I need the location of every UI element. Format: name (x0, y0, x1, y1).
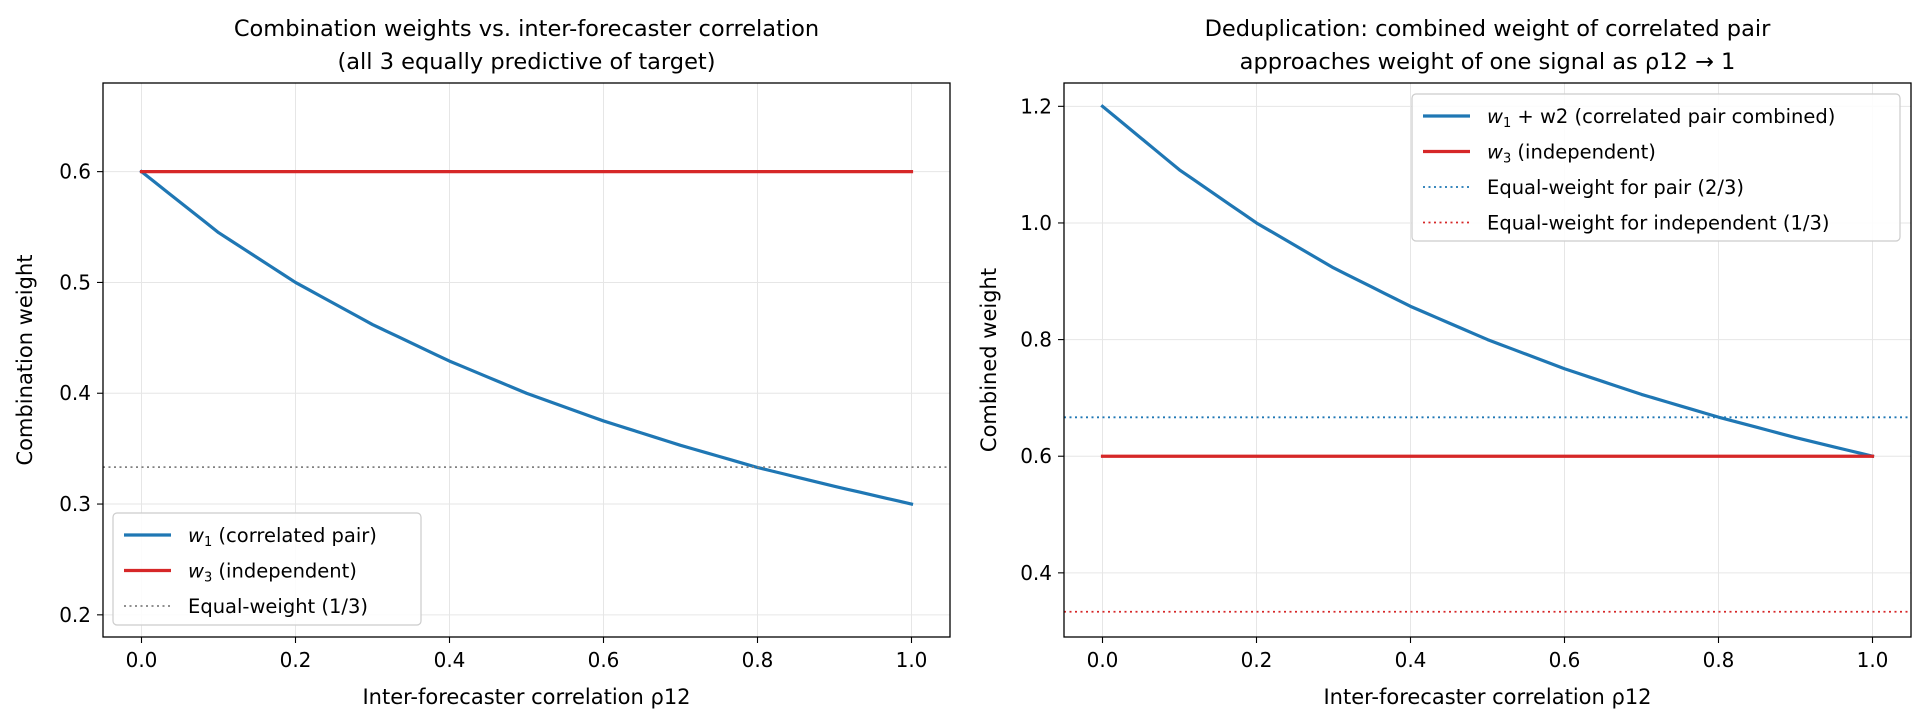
y-tick-label: 1.2 (1020, 94, 1052, 118)
y-tick-label: 1.0 (1020, 211, 1052, 235)
chart-title-line-1: Combination weights vs. inter-forecaster… (234, 16, 819, 42)
x-tick-label: 0.8 (742, 648, 774, 672)
y-tick-label: 0.6 (1020, 444, 1052, 468)
legend-box (1411, 93, 1901, 242)
series-line-1 (1100, 104, 1875, 459)
x-tick-label: 0.0 (1087, 648, 1119, 672)
chart-panel-2: 0.0 0.2 0.4 0.6 0.8 1.0 0.4 0.6 0.8 1.0 1.2 Dedupli… (977, 16, 1912, 709)
y-tick-label: 0.6 (59, 160, 91, 184)
legend: w1 (correlated pair) w3 (independent) Equa… (112, 512, 422, 626)
chart-title-line-2: (all 3 equally predictive of target) (337, 49, 715, 75)
plot-area (103, 169, 950, 506)
legend-label-2: w3 (independent) (1487, 141, 1656, 167)
x-tick-label: 0.0 (126, 648, 158, 672)
x-tick-label: 0.4 (1395, 648, 1427, 672)
plot-area (1064, 104, 1911, 613)
legend-label-3: Equal-weight (1/3) (188, 595, 368, 618)
series-line-1 (139, 169, 914, 506)
legend-label-3: Equal-weight for pair (2/3) (1487, 176, 1744, 199)
x-axis-label: Inter-forecaster correlation ρ12 (1323, 685, 1651, 709)
x-tick-label: 0.8 (1703, 648, 1735, 672)
x-tick-label: 0.4 (434, 648, 466, 672)
x-tick-label: 1.0 (896, 648, 928, 672)
x-tick-label: 1.0 (1857, 648, 1889, 672)
y-axis-label: Combination weight (13, 254, 37, 465)
axes-frame (102, 82, 951, 638)
x-axis-label: Inter-forecaster correlation ρ12 (362, 685, 690, 709)
legend-box (112, 512, 422, 626)
y-tick-label: 0.4 (1020, 561, 1052, 585)
y-axis-label: Combined weight (977, 268, 1001, 452)
y-tick-label: 0.2 (59, 603, 91, 627)
axes-frame (1063, 82, 1912, 638)
y-tick-label: 0.3 (59, 492, 91, 516)
legend-label-1: w1 (correlated pair) (188, 524, 377, 550)
y-tick-label: 0.8 (1020, 328, 1052, 352)
legend: w1 + w2 (correlated pair combined) w3 (in… (1411, 93, 1901, 242)
chart-title-line-2: approaches weight of one signal as ρ12 →… (1240, 49, 1736, 75)
legend-label-2: w3 (independent) (188, 560, 357, 586)
chart-title-line-1: Deduplication: combined weight of correl… (1205, 16, 1772, 42)
chart-panel-1: 0.0 0.2 0.4 0.6 0.8 1.0 0.2 0.3 0.4 0.5 0.6 Combina… (13, 16, 951, 709)
x-tick-label: 0.6 (588, 648, 620, 672)
y-tick-label: 0.4 (59, 381, 91, 405)
legend-label-4: Equal-weight for independent (1/3) (1487, 212, 1829, 235)
legend-label-1: w1 + w2 (correlated pair combined) (1487, 105, 1835, 131)
x-tick-label: 0.2 (280, 648, 312, 672)
y-tick-label: 0.5 (59, 270, 91, 294)
x-tick-label: 0.2 (1241, 648, 1273, 672)
x-tick-label: 0.6 (1549, 648, 1581, 672)
